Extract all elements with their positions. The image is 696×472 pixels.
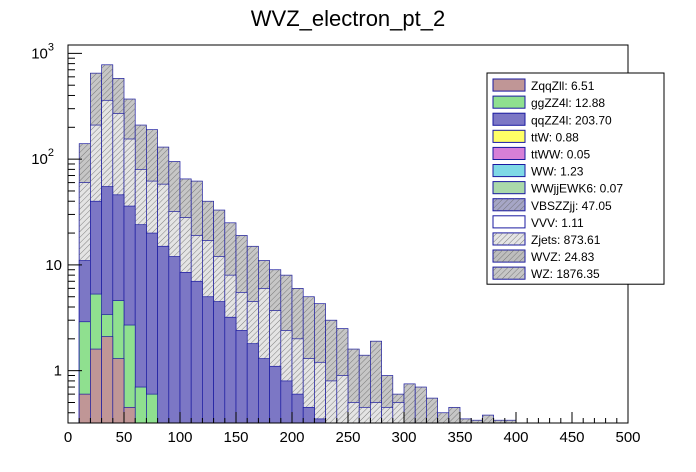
legend-label: ggZZ4l: 12.88 <box>531 96 605 110</box>
legend-label: ttW: 0.88 <box>531 130 579 144</box>
bar-ggzz4l-75 <box>146 393 158 423</box>
legend-swatch <box>492 164 526 178</box>
x-tick-label: 450 <box>559 429 584 446</box>
x-tick-label: 100 <box>167 429 192 446</box>
legend-label: WZ: 1876.35 <box>531 267 600 281</box>
bar-hatch-zjets_stack-245 <box>336 375 348 423</box>
legend-swatch <box>492 146 526 160</box>
bar-hatch-wz_stack-255 <box>348 349 360 423</box>
x-tick-label: 300 <box>391 429 416 446</box>
bar-hatch-zjets_stack-215 <box>303 358 315 423</box>
legend-swatch <box>492 129 526 143</box>
bar-hatch-wz_stack-235 <box>325 320 337 423</box>
bar-hatch-wz_stack-325 <box>426 398 438 423</box>
bar-qqzz4l-105 <box>179 272 192 423</box>
bar-hatch-wz_stack-335 <box>437 412 449 423</box>
bar-hatch-wz_stack-375 <box>482 415 494 423</box>
bar-qqzz4l-125 <box>202 296 214 423</box>
x-tick-label: 250 <box>335 429 360 446</box>
legend-swatch-hatch <box>493 198 525 211</box>
x-tick-label: 350 <box>447 429 472 446</box>
legend-swatch <box>492 112 526 126</box>
bar-zqqzll-15 <box>78 393 91 423</box>
bar-qqzz4l-145 <box>224 316 237 423</box>
bar-hatch-zjets_stack-295 <box>392 402 404 423</box>
legend-swatch-hatch <box>493 232 525 245</box>
bar-zqqzll-25 <box>90 348 102 423</box>
bar-qqzz4l-205 <box>291 393 304 423</box>
bar-ggzz4l-65 <box>134 386 147 423</box>
x-tick-label: 0 <box>64 429 72 446</box>
bar-hatch-wz_stack-285 <box>381 375 393 423</box>
bar-qqzz4l-215 <box>302 406 315 423</box>
bar-hatch-zjets_stack-175 <box>258 288 270 423</box>
bar-zqqzll-45 <box>112 358 125 423</box>
bar-qqzz4l-225 <box>314 418 326 423</box>
x-tick-label: 200 <box>279 429 304 446</box>
bar-hatch-wz_stack-365 <box>471 420 483 423</box>
bar-qqzz4l-185 <box>269 365 282 423</box>
bar-qqzz4l-175 <box>258 358 270 423</box>
bar-qqzz4l-135 <box>213 301 226 423</box>
bar-hatch-wz_stack-275 <box>370 341 382 423</box>
legend-label: ZqqZll: 6.51 <box>531 79 595 93</box>
legend-swatch <box>492 215 526 229</box>
legend-label: WW: 1.23 <box>531 165 584 179</box>
legend-swatch <box>492 95 526 109</box>
y-tick-label: 1 <box>54 363 62 380</box>
bar-hatch-zjets_stack-225 <box>314 362 326 423</box>
legend-label: ttWW: 0.05 <box>531 148 590 162</box>
legend-swatch <box>492 78 526 92</box>
bar-hatch-zjets_stack-285 <box>381 407 393 423</box>
bar-hatch-zjets_stack-235 <box>325 380 337 423</box>
legend-label: Zjets: 873.61 <box>531 233 601 247</box>
bar-hatch-wz_stack-355 <box>460 418 472 423</box>
bar-hatch-zjets_stack-205 <box>292 338 304 423</box>
bar-hatch-wz_stack-315 <box>415 387 427 423</box>
x-tick-label: 500 <box>615 429 640 446</box>
legend-label: WWjjEWK6: 0.07 <box>531 182 623 196</box>
x-tick-label: 150 <box>223 429 248 446</box>
axes-layer: 0 50 100 150 200 250 300 350 400 450 500 1 10 102 103 <box>31 41 640 446</box>
legend-swatch-hatch <box>493 250 525 263</box>
bar-zqqzll-55 <box>123 406 136 423</box>
legend-label: qqZZ4l: 203.70 <box>531 113 612 127</box>
legend-label: VBSZZjj: 47.05 <box>531 199 612 213</box>
bar-qqzz4l-85 <box>157 245 170 423</box>
bar-hatch-zjets_stack-275 <box>370 402 382 423</box>
bar-qqzz4l-195 <box>280 380 293 423</box>
bar-hatch-zjets_stack-255 <box>348 402 360 423</box>
chart-title: WVZ_electron_pt_2 <box>251 6 445 31</box>
x-tick-label: 400 <box>503 429 528 446</box>
x-tick-label: 50 <box>116 429 133 446</box>
bar-hatch-wz_stack-385 <box>493 420 505 423</box>
bar-hatch-zjets_stack-265 <box>359 407 371 423</box>
bar-qqzz4l-165 <box>246 343 259 423</box>
legend-label: VVV: 1.11 <box>531 216 584 230</box>
bar-qqzz4l-155 <box>235 330 248 423</box>
bar-hatch-wz_stack-305 <box>404 383 416 423</box>
y-tick-label: 10 <box>45 257 62 274</box>
bar-qqzz4l-95 <box>168 256 181 423</box>
legend: ZqqZll: 6.51 ggZZ4l: 12.88 qqZZ4l: 203.70 t… <box>486 72 665 285</box>
legend-label: WVZ: 24.83 <box>531 250 595 264</box>
bar-zqqzll-35 <box>101 336 114 423</box>
y-tick-label: 102 <box>31 147 54 168</box>
bar-hatch-wz_stack-395 <box>504 420 516 423</box>
bar-qqzz4l-115 <box>190 280 203 423</box>
bars-layer <box>78 64 517 423</box>
legend-swatch-hatch <box>493 267 525 280</box>
y-tick-label: 103 <box>31 41 54 62</box>
bar-hatch-zjets_stack-195 <box>280 330 292 423</box>
legend-swatch <box>492 181 526 195</box>
bar-hatch-wz_stack-265 <box>359 355 371 423</box>
bar-hatch-wz_stack-345 <box>448 407 460 423</box>
